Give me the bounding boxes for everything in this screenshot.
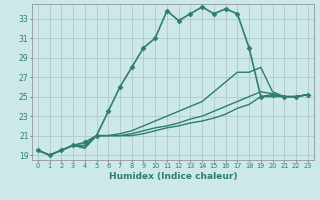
X-axis label: Humidex (Indice chaleur): Humidex (Indice chaleur)	[108, 172, 237, 181]
